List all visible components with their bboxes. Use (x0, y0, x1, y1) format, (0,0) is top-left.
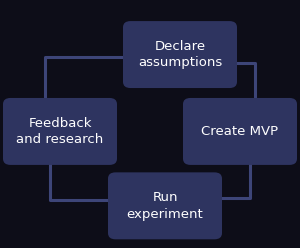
FancyBboxPatch shape (183, 98, 297, 165)
Text: Create MVP: Create MVP (201, 125, 279, 138)
Text: Declare
assumptions: Declare assumptions (138, 40, 222, 69)
Text: Run
experiment: Run experiment (127, 191, 203, 220)
FancyBboxPatch shape (123, 21, 237, 88)
FancyBboxPatch shape (3, 98, 117, 165)
Text: Feedback
and research: Feedback and research (16, 117, 104, 146)
FancyBboxPatch shape (108, 172, 222, 239)
